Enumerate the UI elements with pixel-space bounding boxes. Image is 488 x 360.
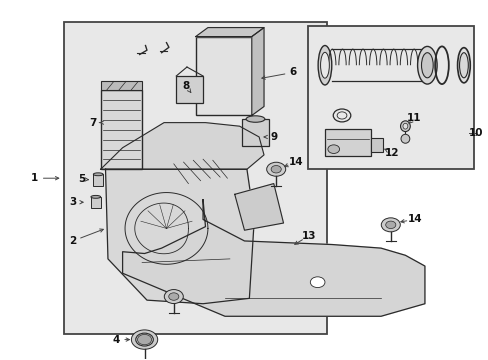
Circle shape (381, 218, 400, 232)
Bar (64, 22, 327, 334)
Bar (91, 197, 101, 208)
Text: 8: 8 (182, 81, 189, 91)
Text: 10: 10 (468, 129, 482, 138)
Text: 4: 4 (112, 334, 120, 345)
Circle shape (327, 145, 339, 153)
Ellipse shape (320, 52, 329, 78)
Bar (242, 119, 268, 146)
Text: 14: 14 (407, 215, 422, 224)
Polygon shape (234, 184, 283, 230)
Text: 12: 12 (384, 148, 399, 158)
Bar (93, 174, 103, 186)
Bar (176, 76, 203, 103)
Ellipse shape (402, 123, 407, 129)
Polygon shape (101, 123, 264, 169)
Polygon shape (122, 200, 424, 316)
Ellipse shape (400, 121, 409, 132)
Circle shape (310, 277, 325, 288)
Ellipse shape (245, 116, 264, 122)
Text: 7: 7 (89, 118, 97, 128)
Ellipse shape (421, 53, 432, 78)
Bar (101, 81, 142, 90)
Ellipse shape (91, 195, 101, 198)
Text: 1: 1 (31, 173, 39, 183)
Text: 13: 13 (302, 231, 316, 240)
Text: 14: 14 (288, 157, 303, 167)
Text: 5: 5 (79, 174, 85, 184)
Circle shape (137, 334, 151, 345)
Bar (195, 37, 251, 116)
Bar (370, 138, 383, 152)
Bar (101, 90, 142, 169)
Ellipse shape (93, 173, 103, 176)
Circle shape (168, 293, 179, 300)
Bar (307, 26, 473, 169)
Circle shape (164, 289, 183, 303)
Text: 2: 2 (69, 236, 76, 246)
Ellipse shape (417, 46, 436, 84)
Text: 9: 9 (270, 132, 277, 142)
Polygon shape (195, 28, 264, 37)
Bar (325, 129, 370, 156)
Polygon shape (251, 28, 264, 116)
Text: 11: 11 (406, 113, 421, 123)
Circle shape (270, 166, 281, 173)
Ellipse shape (318, 45, 331, 85)
Ellipse shape (400, 134, 409, 143)
Circle shape (385, 221, 395, 229)
Circle shape (131, 330, 158, 349)
Polygon shape (105, 169, 254, 304)
Text: 6: 6 (289, 67, 296, 77)
Ellipse shape (459, 53, 468, 78)
Circle shape (266, 162, 285, 176)
Ellipse shape (457, 48, 469, 83)
Text: 3: 3 (69, 197, 76, 207)
